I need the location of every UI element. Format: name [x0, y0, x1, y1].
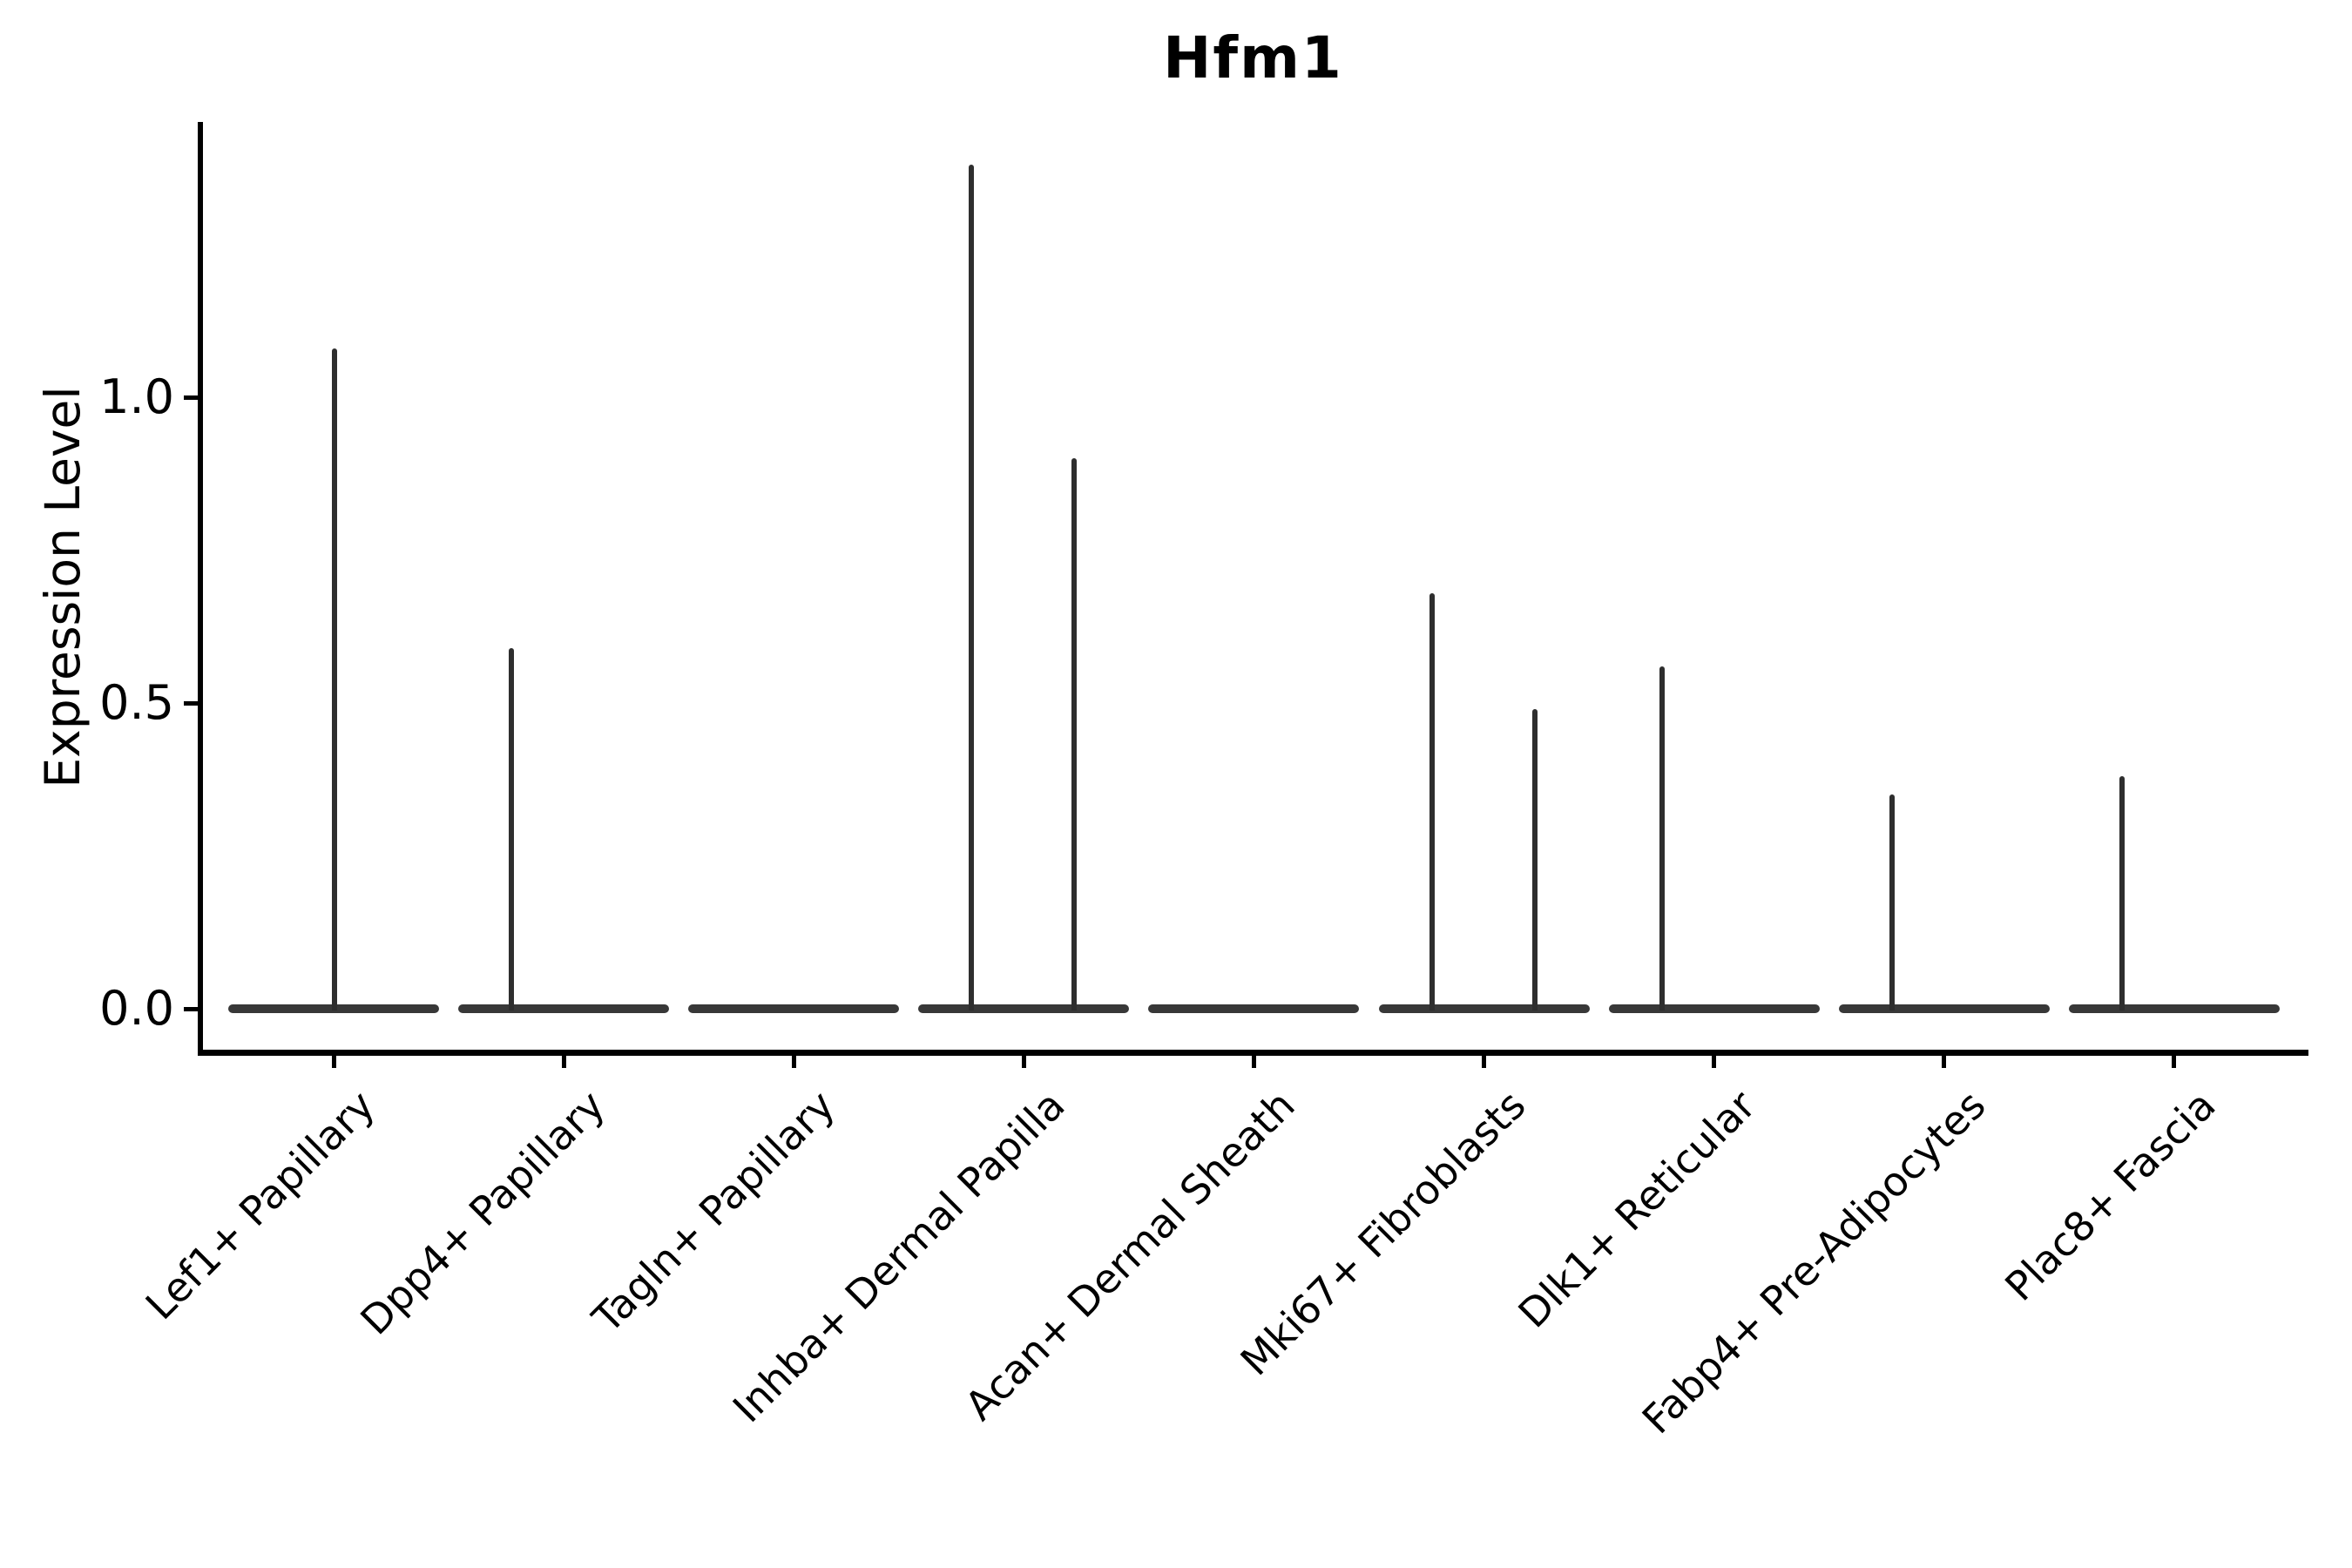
violin-spike [1659, 666, 1665, 1010]
x-tick [1482, 1056, 1486, 1068]
violin-spike [1531, 709, 1538, 1010]
violin-base [918, 1004, 1130, 1013]
x-tick [1251, 1056, 1256, 1068]
x-tick [2172, 1056, 2177, 1068]
x-tick [331, 1056, 336, 1068]
x-tick [1712, 1056, 1717, 1068]
x-tick [791, 1056, 796, 1068]
violin-spike [509, 647, 515, 1010]
violin-base [1378, 1004, 1590, 1013]
x-tick [1942, 1056, 1947, 1068]
y-tick [184, 395, 198, 400]
y-tick [184, 1006, 198, 1011]
violin-base [2068, 1004, 2280, 1013]
y-tick-label: 0.5 [99, 675, 174, 730]
violin-spike [332, 348, 337, 1010]
violin-spike [2119, 776, 2125, 1010]
violin-base [1148, 1004, 1360, 1013]
y-axis-line [198, 122, 203, 1056]
violin-base [458, 1004, 670, 1013]
y-tick [184, 700, 198, 706]
violin-spike [1429, 592, 1435, 1010]
y-tick-label: 0.0 [99, 981, 174, 1036]
x-axis-line [198, 1050, 2308, 1056]
violin-base [1838, 1004, 2050, 1013]
y-tick-label: 1.0 [99, 369, 174, 424]
violin-base [1608, 1004, 1820, 1013]
violin-spike [1071, 458, 1078, 1010]
chart-title: Hfm1 [1163, 24, 1343, 91]
violin-base [688, 1004, 900, 1013]
x-tick [1021, 1056, 1026, 1068]
x-tick [561, 1056, 566, 1068]
violin-spike [969, 165, 975, 1010]
violin-spike [1889, 794, 1895, 1010]
